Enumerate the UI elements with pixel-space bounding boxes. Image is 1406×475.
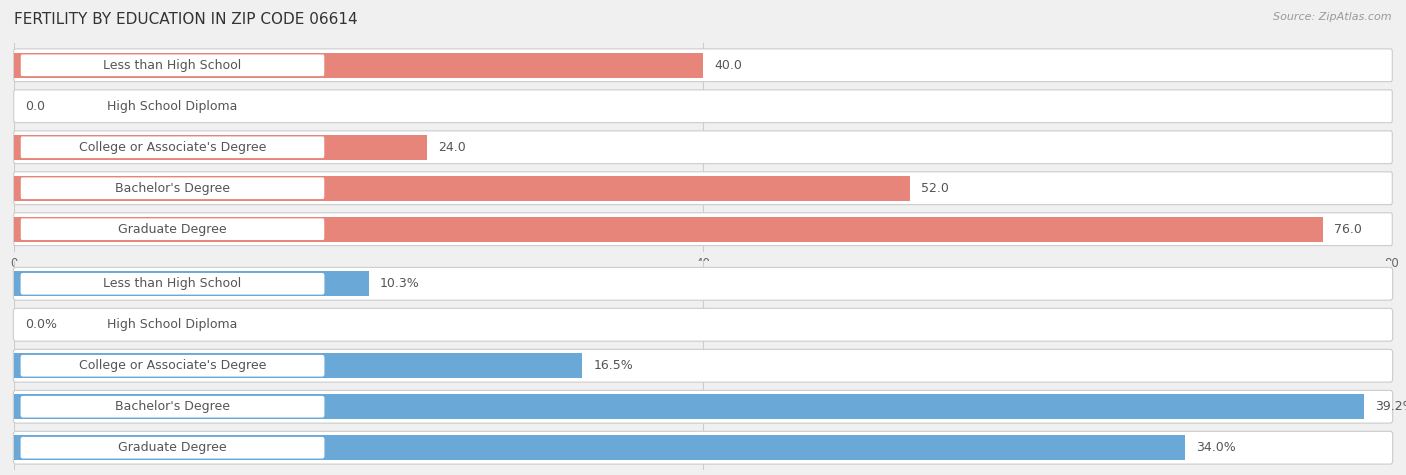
Bar xyxy=(14,134,427,160)
FancyBboxPatch shape xyxy=(21,437,325,458)
Text: 39.2%: 39.2% xyxy=(1375,400,1406,413)
Text: Bachelor's Degree: Bachelor's Degree xyxy=(115,400,231,413)
Bar xyxy=(14,176,910,201)
Text: Source: ZipAtlas.com: Source: ZipAtlas.com xyxy=(1274,12,1392,22)
FancyBboxPatch shape xyxy=(14,267,1392,300)
Text: 34.0%: 34.0% xyxy=(1197,441,1236,454)
FancyBboxPatch shape xyxy=(21,355,325,377)
FancyBboxPatch shape xyxy=(14,90,1392,123)
Text: 40.0: 40.0 xyxy=(714,59,742,72)
FancyBboxPatch shape xyxy=(21,396,325,418)
Text: 16.5%: 16.5% xyxy=(593,359,633,372)
Text: Less than High School: Less than High School xyxy=(104,59,242,72)
FancyBboxPatch shape xyxy=(14,431,1392,464)
FancyBboxPatch shape xyxy=(14,49,1392,82)
Text: 0.0%: 0.0% xyxy=(25,318,58,331)
Bar xyxy=(14,53,703,78)
FancyBboxPatch shape xyxy=(14,390,1392,423)
Text: 76.0: 76.0 xyxy=(1334,223,1362,236)
Text: 52.0: 52.0 xyxy=(921,182,949,195)
Bar xyxy=(14,271,368,296)
FancyBboxPatch shape xyxy=(14,172,1392,205)
Text: High School Diploma: High School Diploma xyxy=(107,100,238,113)
FancyBboxPatch shape xyxy=(21,273,325,294)
Text: Less than High School: Less than High School xyxy=(104,277,242,290)
Text: 24.0: 24.0 xyxy=(439,141,467,154)
Text: 0.0: 0.0 xyxy=(25,100,45,113)
Bar xyxy=(14,353,582,379)
Bar xyxy=(14,394,1364,419)
Bar xyxy=(14,217,1323,242)
Text: High School Diploma: High School Diploma xyxy=(107,318,238,331)
Text: College or Associate's Degree: College or Associate's Degree xyxy=(79,359,266,372)
FancyBboxPatch shape xyxy=(14,308,1392,341)
FancyBboxPatch shape xyxy=(21,55,325,76)
Text: 10.3%: 10.3% xyxy=(380,277,419,290)
FancyBboxPatch shape xyxy=(21,136,325,158)
FancyBboxPatch shape xyxy=(14,131,1392,164)
Text: College or Associate's Degree: College or Associate's Degree xyxy=(79,141,266,154)
Text: FERTILITY BY EDUCATION IN ZIP CODE 06614: FERTILITY BY EDUCATION IN ZIP CODE 06614 xyxy=(14,12,357,27)
Text: Bachelor's Degree: Bachelor's Degree xyxy=(115,182,231,195)
Bar xyxy=(14,435,1185,460)
Text: Graduate Degree: Graduate Degree xyxy=(118,441,226,454)
FancyBboxPatch shape xyxy=(14,349,1392,382)
Text: Graduate Degree: Graduate Degree xyxy=(118,223,226,236)
FancyBboxPatch shape xyxy=(14,213,1392,246)
FancyBboxPatch shape xyxy=(21,218,325,240)
FancyBboxPatch shape xyxy=(21,314,325,336)
FancyBboxPatch shape xyxy=(21,177,325,199)
FancyBboxPatch shape xyxy=(21,95,325,117)
